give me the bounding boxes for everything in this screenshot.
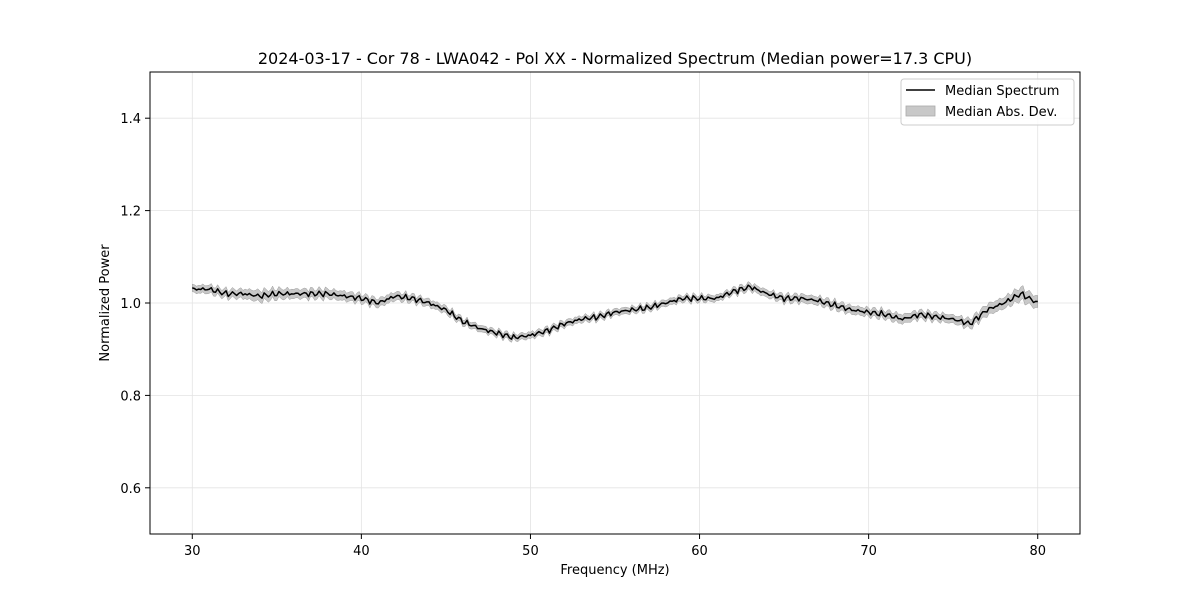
- x-tick-label: 50: [522, 544, 539, 559]
- x-tick-label: 30: [184, 544, 201, 559]
- legend-median-abs-dev: Median Abs. Dev.: [945, 105, 1057, 120]
- x-tick-label: 80: [1029, 544, 1046, 559]
- median-spectrum-layer: [192, 284, 1038, 340]
- legend: Median Spectrum Median Abs. Dev.: [900, 78, 1075, 126]
- y-tick-label: 1.4: [120, 112, 141, 127]
- y-tick-label: 1.0: [120, 297, 141, 312]
- x-axis-label: Frequency (MHz): [560, 563, 669, 578]
- x-tick-label: 40: [353, 544, 370, 559]
- legend-band-swatch: [905, 105, 936, 117]
- median-spectrum-line: [192, 284, 1038, 340]
- grid: [150, 72, 1080, 534]
- y-tick-label: 0.8: [120, 389, 141, 404]
- legend-median-spectrum: Median Spectrum: [945, 84, 1059, 99]
- x-ticks: 30 40 50 60 70 80: [184, 534, 1046, 559]
- y-ticks: 0.6 0.8 1.0 1.2 1.4: [120, 112, 150, 497]
- legend-box: [900, 78, 1075, 126]
- y-tick-label: 0.6: [120, 482, 141, 497]
- chart-title: 2024-03-17 - Cor 78 - LWA042 - Pol XX - …: [258, 49, 972, 68]
- y-axis-label: Normalized Power: [98, 244, 113, 362]
- y-tick-label: 1.2: [120, 205, 141, 220]
- x-tick-label: 70: [860, 544, 877, 559]
- x-tick-label: 60: [691, 544, 708, 559]
